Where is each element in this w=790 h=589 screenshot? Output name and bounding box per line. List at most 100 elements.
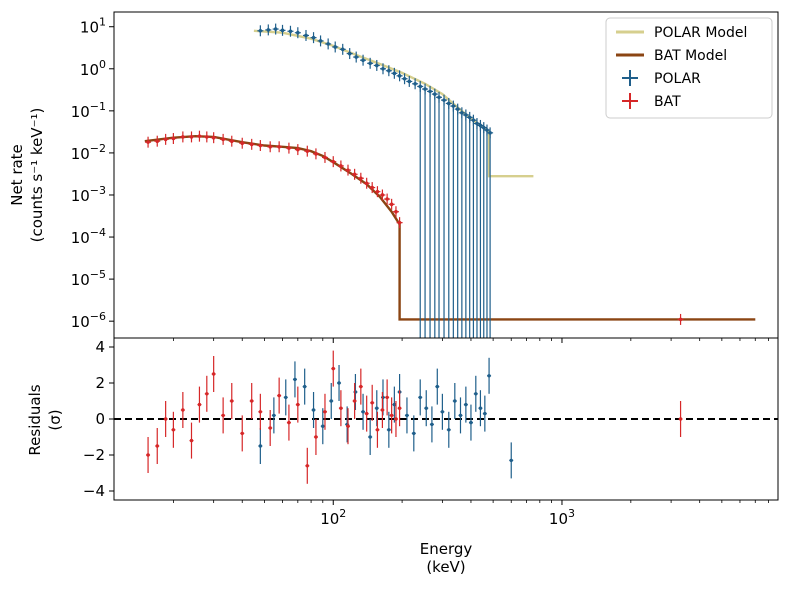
- bat-rate-point: [375, 189, 380, 194]
- polar-residual-point: [392, 402, 397, 407]
- bat-residual-point: [211, 372, 216, 376]
- bat-residual-point: [250, 399, 254, 403]
- bat-rate-point: [323, 155, 327, 160]
- polar-residual-point: [387, 428, 391, 432]
- bat-residual-point: [323, 410, 327, 414]
- bat-rate-point: [205, 135, 209, 139]
- polar-residual-point: [361, 410, 365, 414]
- net-rate-y-tick-label: 10−2: [71, 142, 106, 163]
- bat-rate-point: [314, 152, 318, 156]
- bat-residual-point: [181, 408, 185, 412]
- bat-rate-point: [181, 135, 185, 139]
- bat-legend-label: BAT: [654, 94, 681, 110]
- bat-rate-point: [380, 193, 385, 197]
- polar-rate-point: [387, 68, 391, 73]
- polar-residual-point: [302, 384, 307, 389]
- polar-residual-point: [469, 420, 473, 425]
- bat-rate-point: [229, 139, 234, 143]
- bat-residual-point: [240, 431, 244, 436]
- bat-rate-point: [287, 146, 291, 150]
- legend: POLAR Model BAT Model POLAR BAT: [605, 17, 773, 119]
- energy-x-ticks: 102 103: [172, 338, 769, 528]
- polar-rate-point: [368, 61, 372, 66]
- energy-tick-label: 102: [320, 507, 346, 528]
- polar-rate-point: [304, 33, 308, 38]
- bat-residual-point: [230, 399, 234, 403]
- bat-rate-point: [211, 135, 216, 140]
- polar-rate-point: [418, 84, 423, 89]
- net-rate-y-tick-label: 10−3: [71, 184, 106, 205]
- polar-rate-point: [340, 47, 345, 52]
- bat-residual-point: [197, 402, 202, 407]
- bat-residual-point: [385, 395, 389, 400]
- bat-residual-point: [163, 417, 168, 421]
- polar-residual-point: [272, 413, 276, 418]
- net-rate-y-tick-label: 10−6: [71, 310, 106, 331]
- polar-residual-point: [405, 413, 409, 418]
- bat-residual-point: [678, 417, 683, 421]
- bat-residual-point: [314, 435, 318, 439]
- bat-residual-point: [268, 426, 272, 430]
- bat-rate-point: [331, 159, 336, 164]
- bat-residual-point: [380, 408, 385, 412]
- bat-residual-point: [205, 392, 209, 396]
- bat-rate-point: [163, 137, 168, 142]
- polar-residual-point: [440, 410, 445, 414]
- residuals-y-tick-label: −2: [83, 446, 105, 464]
- polar-residual-point: [311, 408, 316, 412]
- polar-residual-point: [412, 431, 416, 436]
- bat-rate-point: [397, 220, 402, 225]
- polar-rate-point: [311, 35, 316, 40]
- residuals-y-tick-label: 4: [95, 338, 105, 356]
- bat-residual-point: [397, 406, 402, 410]
- bat-residual-point: [258, 410, 263, 414]
- polar-rate-point: [397, 74, 402, 78]
- bat-rate-point: [296, 147, 300, 152]
- polar-rate-point: [442, 98, 446, 102]
- residuals-panel: 4 2 0 −2 −4 Residuals (σ): [26, 337, 779, 501]
- bat-residual-point: [331, 366, 335, 371]
- polar-residual-point: [284, 395, 288, 400]
- energy-xlabel-line2: (keV): [426, 558, 465, 576]
- polar-rate-point: [467, 115, 472, 120]
- polar-residual-point: [435, 384, 439, 389]
- bat-residual-point: [277, 393, 281, 398]
- polar-rate-point: [481, 125, 486, 130]
- polar-rate-point: [478, 123, 483, 128]
- bat-residual-point: [339, 406, 343, 410]
- bat-residual-point: [370, 401, 374, 405]
- polar-residual-point: [458, 413, 463, 418]
- bat-rate-point: [221, 137, 225, 142]
- bat-rate-point: [305, 149, 310, 153]
- polar-rate-point: [392, 71, 397, 76]
- residuals-y-tick-label: 0: [95, 410, 105, 428]
- polar-rate-point: [258, 28, 263, 33]
- polar-residual-point: [321, 424, 325, 428]
- net-rate-y-tick-label: 10−5: [71, 268, 106, 289]
- energy-tick-label: 103: [549, 507, 575, 528]
- bat-rate-point: [364, 181, 369, 186]
- polar-model-legend-label: POLAR Model: [654, 25, 747, 41]
- polar-residual-point: [453, 399, 457, 403]
- polar-rate-point: [318, 39, 323, 43]
- bat-rate-point: [240, 141, 245, 146]
- bat-rate-point: [394, 209, 398, 214]
- bat-rate-point: [146, 140, 150, 144]
- bat-rate-point: [171, 136, 176, 141]
- polar-rate-point: [402, 76, 407, 81]
- bat-rate-point: [277, 144, 281, 149]
- polar-rate-point: [288, 29, 293, 34]
- polar-residual-point: [337, 381, 341, 385]
- net-rate-ylabel-line2: (counts s⁻¹ keV⁻¹): [28, 108, 46, 243]
- polar-legend-label: POLAR: [654, 71, 701, 87]
- bat-rate-point: [197, 134, 202, 138]
- polar-rate-point: [333, 45, 338, 49]
- bat-residual-point: [146, 453, 150, 457]
- bat-rate-point: [370, 185, 374, 190]
- bat-rate-point: [389, 202, 394, 207]
- polar-rate-point: [361, 58, 365, 63]
- polar-rate-point: [374, 63, 379, 68]
- bat-rate-point: [339, 164, 343, 168]
- net-rate-y-tick-label: 101: [80, 16, 106, 37]
